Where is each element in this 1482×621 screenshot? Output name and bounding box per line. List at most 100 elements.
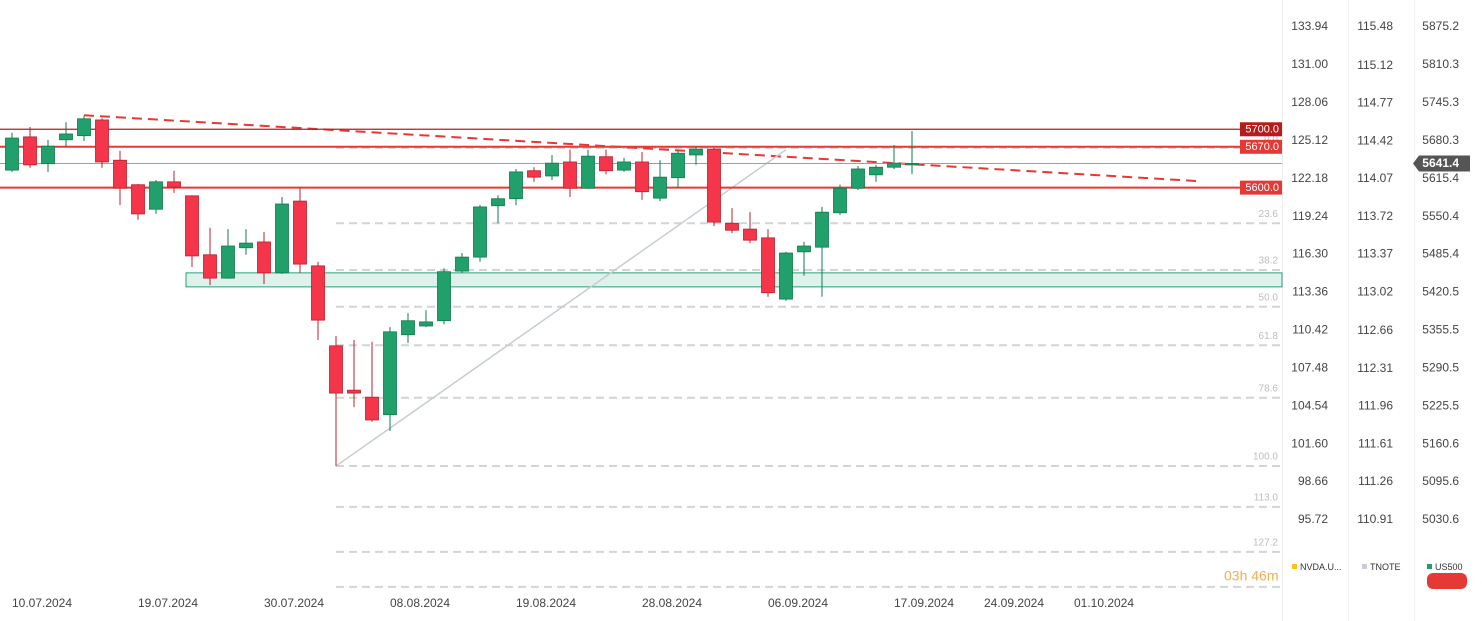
y-tick-label: 95.72 (1298, 512, 1328, 526)
legend-label: US500 (1435, 562, 1463, 572)
candle-body (599, 156, 613, 172)
y-tick-label: 5160.6 (1422, 436, 1459, 450)
candle-body (149, 181, 163, 210)
fib-label: 100.0 (1253, 452, 1278, 463)
candle-body (869, 166, 883, 176)
candle-body (509, 171, 523, 200)
fib-label: 38.2 (1259, 256, 1279, 267)
candle-body (545, 162, 559, 177)
candle-body (311, 265, 325, 321)
candle-body (455, 256, 469, 272)
x-tick-label: 06.09.2024 (768, 596, 828, 610)
x-tick-label: 08.08.2024 (390, 596, 450, 610)
y-tick-label: 5745.3 (1422, 95, 1459, 109)
candle-body (725, 222, 739, 231)
candle-body (131, 184, 145, 215)
y-tick-label: 5420.5 (1422, 285, 1459, 299)
candle-body (689, 148, 703, 156)
x-tick-label: 30.07.2024 (264, 596, 324, 610)
y-tick-label: 115.12 (1357, 58, 1393, 72)
alert-button[interactable] (1427, 573, 1467, 589)
candle-body (383, 331, 397, 416)
level-tag (1240, 180, 1282, 195)
y-tick-label: 5615.4 (1422, 171, 1459, 185)
candle-body (437, 271, 451, 322)
y-tick-label: 131.00 (1291, 57, 1328, 71)
candle-body (275, 203, 289, 274)
y-tick-label: 125.12 (1291, 133, 1328, 147)
legend-label: TNOTE (1370, 562, 1401, 572)
y-tick-label: 128.06 (1291, 95, 1328, 109)
y-tick-label: 98.66 (1298, 474, 1328, 488)
y-tick-label: 5680.3 (1422, 133, 1459, 147)
candle-body (23, 136, 37, 166)
y-tick-label: 113.37 (1357, 247, 1393, 261)
candle-body (707, 148, 721, 223)
candle-body (293, 200, 307, 265)
fib-label: 78.6 (1259, 383, 1279, 394)
candle-body (563, 161, 577, 189)
candle-body (671, 152, 685, 179)
y-tick-label: 113.72 (1357, 209, 1393, 223)
candle-body (581, 155, 595, 189)
y-tick-label: 113.02 (1357, 284, 1393, 298)
candle-body (59, 133, 73, 141)
y-tick-label: 110.42 (1292, 323, 1328, 337)
level-tag (1240, 139, 1282, 154)
candle-body (167, 181, 181, 188)
y-tick-label: 5550.4 (1422, 209, 1459, 223)
y-tick-label: 111.96 (1358, 399, 1393, 413)
y-tick-label: 104.54 (1291, 398, 1328, 412)
fib-label: 0.0 (1264, 134, 1278, 145)
y-tick-label: 5485.4 (1422, 247, 1459, 261)
x-tick-label: 01.10.2024 (1074, 596, 1134, 610)
candle-body (5, 137, 19, 171)
candle-body (77, 118, 91, 137)
x-tick-label: 28.08.2024 (642, 596, 702, 610)
x-tick-label: 10.07.2024 (12, 596, 72, 610)
candle-body (887, 162, 901, 168)
y-tick-label: 114.77 (1357, 96, 1393, 110)
candle-body (113, 159, 127, 189)
fib-label: 50.0 (1259, 292, 1279, 303)
candle-body (761, 237, 775, 294)
y-tick-label: 122.18 (1291, 171, 1328, 185)
last-price-tag (1413, 155, 1470, 172)
candle-body (239, 242, 253, 249)
candle-body (617, 161, 631, 171)
y-tick-label: 110.91 (1357, 512, 1393, 526)
level-label: 5670.0 (1245, 141, 1279, 153)
candle-body (527, 170, 541, 178)
candle-body (815, 211, 829, 248)
candle-body (365, 396, 379, 421)
y-tick-label: 5030.6 (1422, 512, 1459, 526)
y-tick-label: 5810.3 (1422, 57, 1459, 71)
candle-body (347, 389, 361, 394)
level-label: 5600.0 (1245, 182, 1279, 194)
candle-body (185, 195, 199, 257)
fib-label: 113.0 (1254, 493, 1279, 504)
candle-body (743, 228, 757, 241)
candle-body (905, 163, 919, 166)
y-tick-label: 133.94 (1291, 19, 1328, 33)
legend-swatch (1362, 564, 1367, 569)
candle-body (653, 176, 667, 199)
legend-swatch (1292, 564, 1297, 569)
candle-body (257, 241, 271, 274)
y-tick-label: 111.26 (1358, 474, 1393, 488)
candle-body (95, 119, 109, 163)
candle-body (635, 161, 649, 193)
candle-body (473, 206, 487, 258)
candle-body (203, 254, 217, 279)
candle-body (221, 245, 235, 279)
x-tick-label: 17.09.2024 (894, 596, 954, 610)
last-price-label: 5641.4 (1422, 156, 1459, 170)
y-tick-label: 107.48 (1291, 360, 1328, 374)
x-tick-label: 24.09.2024 (984, 596, 1044, 610)
fib-label: 127.2 (1253, 537, 1278, 548)
trendline (83, 114, 1201, 183)
candle-body (419, 321, 433, 327)
